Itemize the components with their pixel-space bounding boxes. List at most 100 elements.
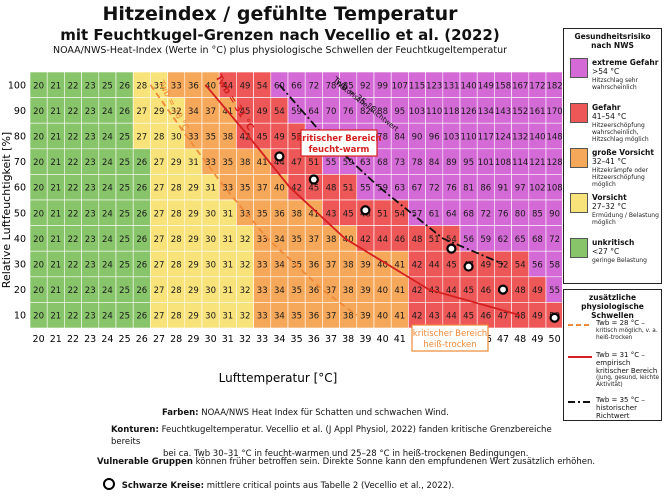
contour-note-twb28: kritisch möglich, v. a. heiß-trocken <box>596 328 658 341</box>
cell-value: 44 <box>222 81 233 91</box>
cell-value: 22 <box>68 133 79 143</box>
cell-value: 20 <box>33 158 44 168</box>
cell-value: 22 <box>68 209 79 219</box>
legend-head: Vorsicht <box>592 193 627 202</box>
cell-value: 48 <box>515 286 526 296</box>
cell-value: 38 <box>343 261 354 271</box>
cell-value: 88 <box>377 107 388 117</box>
cell-value: 29 <box>188 261 199 271</box>
cell-value: 20 <box>33 81 44 91</box>
cell-value: 38 <box>326 235 337 245</box>
cell-value: 56 <box>463 235 474 245</box>
cell-value: 33 <box>188 133 199 143</box>
cell-value: 49 <box>274 133 285 143</box>
cell-value: 35 <box>291 235 302 245</box>
cell-value: 41 <box>394 261 405 271</box>
cell-value: 41 <box>257 158 268 168</box>
cell-value: 42 <box>291 184 302 194</box>
cell-value: 25 <box>119 158 130 168</box>
cell-value: 29 <box>154 107 165 117</box>
cell-value: 118 <box>443 107 459 117</box>
cell-value: 55 <box>549 286 560 296</box>
note-circles-label: Schwarze Kreise: <box>121 481 205 491</box>
legend-note: Ermüdung / Belastung möglich <box>592 212 659 227</box>
cell-value: 49 <box>532 312 543 322</box>
cell-value: 24 <box>102 184 113 194</box>
cell-value: 24 <box>102 286 113 296</box>
cell-value: 31 <box>188 158 199 168</box>
cell-value: 31 <box>222 209 233 219</box>
cell-value: 59 <box>480 235 491 245</box>
cell-value: 68 <box>532 235 543 245</box>
contour-twb35 <box>278 84 504 265</box>
cell-value: 37 <box>257 184 268 194</box>
critical-point <box>308 174 319 185</box>
cell-value: 60 <box>274 81 285 91</box>
critical-point <box>463 261 474 272</box>
cell-value: 45 <box>240 107 251 117</box>
cell-value: 110 <box>426 107 442 117</box>
critical-point <box>446 243 457 254</box>
cell-value: 20 <box>33 235 44 245</box>
note-colors: Farben: NOAA/NWS Heat Index für Schatten… <box>162 407 449 419</box>
cell-value: 34 <box>274 261 285 271</box>
cell-value: 38 <box>343 286 354 296</box>
critical-point <box>360 205 371 216</box>
contour-legend-title: zusätzliche physiologische Schwellen <box>581 293 644 320</box>
cell-value: 103 <box>409 107 425 117</box>
cell-value: 102 <box>529 184 545 194</box>
y-tick-label: 20 <box>14 285 26 296</box>
cell-value: 37 <box>326 312 337 322</box>
cell-value: 28 <box>154 133 165 143</box>
cell-value: 67 <box>412 184 423 194</box>
cell-value: 33 <box>257 312 268 322</box>
cell-value: 32 <box>240 286 251 296</box>
cell-value: 140 <box>529 133 545 143</box>
x-tick-label: 24 <box>101 334 113 345</box>
cell-value: 182 <box>546 81 562 91</box>
x-tick-label: 20 <box>33 334 45 345</box>
cell-value: 115 <box>409 81 425 91</box>
cell-value: 27 <box>154 209 165 219</box>
cell-value: 121 <box>529 158 545 168</box>
cell-value: 42 <box>412 286 423 296</box>
contour-legend-lines <box>568 324 592 403</box>
y-axis-label: Relative Luftfeuchtigkeit [%] <box>0 132 13 288</box>
label-hot-dry-2: heiß-trocken <box>423 340 476 350</box>
cell-value: 25 <box>119 261 130 271</box>
cell-value: 23 <box>85 312 96 322</box>
heat-index-chart: 20 21 22 23 25 26 28 31 33 36 40 44 49 54 60 66 72 78 85 92… <box>0 71 562 385</box>
y-tick-label: 70 <box>14 157 26 168</box>
cell-value: 92 <box>360 81 371 91</box>
cell-value: 25 <box>119 133 130 143</box>
cell-value: 49 <box>532 286 543 296</box>
cell-value: 132 <box>512 133 528 143</box>
cell-value: 49 <box>257 107 268 117</box>
cell-value: 20 <box>33 107 44 117</box>
cell-value: 149 <box>478 81 494 91</box>
cell-value: 32 <box>240 261 251 271</box>
cell-value: 63 <box>360 158 371 168</box>
cell-value: 47 <box>291 158 302 168</box>
x-tick-label: 26 <box>136 334 148 345</box>
page-title: Hitzeindex / gefühlte Temperatur <box>102 3 458 25</box>
contour-note-twb31: (jung, gesund, leichte Aktivität) <box>596 375 660 388</box>
cell-value: 59 <box>291 107 302 117</box>
cell-value: 28 <box>171 209 182 219</box>
legend-swatch <box>570 148 588 168</box>
cell-value: 31 <box>222 286 233 296</box>
cell-value: 51 <box>429 235 440 245</box>
cell-value: 108 <box>495 158 511 168</box>
cell-value: 86 <box>480 184 491 194</box>
cell-value: 40 <box>205 81 216 91</box>
cell-value: 38 <box>291 209 302 219</box>
y-tick-labels: 100 90 80 70 60 50 40 30 20 10 <box>8 80 26 321</box>
cell-value: 134 <box>478 107 494 117</box>
x-tick-label: 39 <box>359 334 371 345</box>
cell-value: 40 <box>377 286 388 296</box>
cell-value: 172 <box>529 81 545 91</box>
cell-value: 31 <box>222 235 233 245</box>
legend-note: Hitzekrämpfe oder Hitzeerschöpfung mögli… <box>592 167 648 189</box>
cell-value: 26 <box>136 209 147 219</box>
x-tick-label: 49 <box>531 334 543 345</box>
